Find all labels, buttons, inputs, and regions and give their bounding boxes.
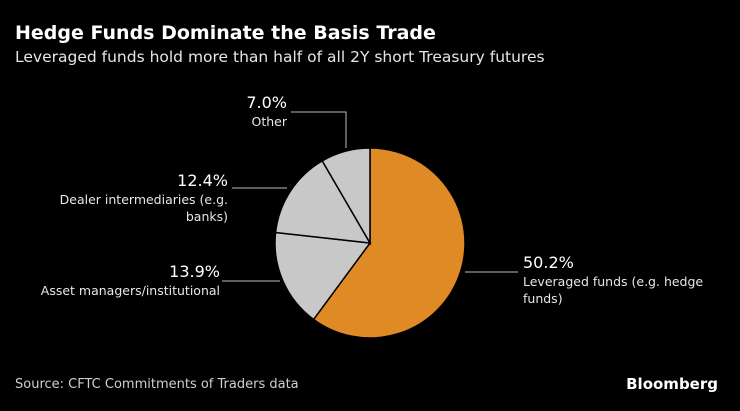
chart-title: Hedge Funds Dominate the Basis Trade: [15, 22, 436, 44]
pie-slice-0: [312, 147, 466, 339]
pie-slice-1: [274, 231, 372, 321]
chart-subtitle: Leveraged funds hold more than half of a…: [15, 48, 545, 66]
slice-category-label: funds): [523, 291, 563, 306]
slice-value-label: 13.9%: [169, 262, 220, 281]
slice-value-label: 12.4%: [177, 171, 228, 190]
slice-value-label: 7.0%: [246, 93, 287, 112]
leader-line-3: [291, 111, 347, 148]
slice-category-label: Asset managers/institutional: [41, 283, 220, 298]
bloomberg-logo: Bloomberg: [626, 375, 718, 393]
slice-category-label: Other: [252, 114, 288, 129]
pie-slice-3: [321, 147, 371, 246]
slice-category-label: Leveraged funds (e.g. hedge: [523, 274, 703, 289]
slice-category-label: banks): [186, 209, 228, 224]
source-note: Source: CFTC Commitments of Traders data: [15, 377, 299, 392]
slice-value-label: 50.2%: [523, 253, 574, 272]
pie-slice-2: [274, 159, 372, 244]
slice-category-label: Dealer intermediaries (e.g.: [60, 192, 228, 207]
